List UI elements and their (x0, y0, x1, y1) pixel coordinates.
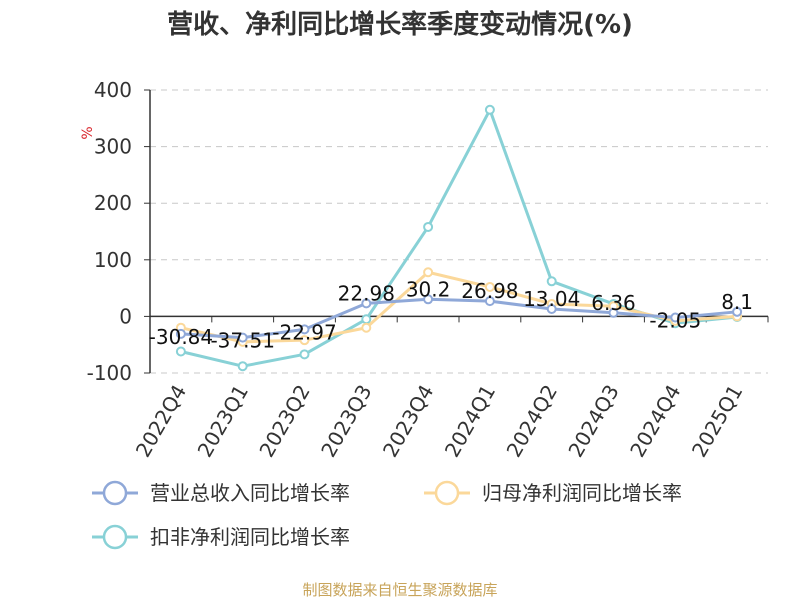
y-tick-label: 200 (94, 191, 132, 215)
series-point (175, 346, 186, 357)
series-point (608, 307, 619, 318)
legend-marker (102, 480, 128, 506)
series-line (180, 297, 738, 340)
x-tick-label: 2024Q1 (440, 381, 500, 462)
y-tick-label: 100 (94, 248, 132, 272)
x-tick-label: 2023Q3 (316, 381, 376, 462)
x-tick-label: 2024Q3 (563, 381, 623, 462)
legend-label: 扣非净利润同比增长率 (150, 525, 350, 549)
y-tick-label: -100 (87, 361, 132, 385)
series-group (175, 104, 743, 372)
source-note: 制图数据来自恒生聚源数据库 (302, 581, 497, 599)
legend-marker (434, 480, 460, 506)
data-label: 6.36 (591, 291, 636, 315)
series-point (423, 294, 434, 305)
series-point (175, 328, 186, 339)
x-tick-label: 2023Q4 (378, 380, 438, 461)
series-point (299, 335, 310, 346)
x-tick-label: 2023Q1 (193, 381, 253, 462)
y-axis-unit: % (80, 126, 96, 139)
series-point (546, 276, 557, 287)
y-tick-label: 300 (94, 135, 132, 159)
grid-lines (150, 89, 768, 374)
series-point (361, 314, 372, 325)
data-label: 30.2 (406, 277, 451, 301)
series-point (484, 281, 495, 292)
series-point (299, 324, 310, 335)
series-point (484, 296, 495, 307)
data-label: -37.51 (210, 329, 274, 353)
data-label: 22.98 (338, 281, 395, 305)
y-tick-label: 0 (119, 304, 132, 328)
data-label: 13.04 (523, 287, 580, 311)
series-point (361, 298, 372, 309)
chart-title: 营收、净利同比增长率季度变动情况(%) (167, 9, 633, 40)
series-point (237, 332, 248, 343)
data-label: -22.97 (272, 320, 336, 344)
series-point (423, 221, 434, 232)
legend-label: 营业总收入同比增长率 (150, 481, 350, 505)
series-point (484, 104, 495, 115)
data-label: -2.05 (649, 309, 701, 333)
series-point (423, 267, 434, 278)
series-point (237, 361, 248, 372)
y-tick-label: 400 (94, 78, 132, 102)
legend-marker (102, 524, 128, 550)
x-tick-label: 2022Q4 (131, 381, 191, 462)
series-point (732, 306, 743, 317)
series-point (670, 312, 681, 323)
series-line (180, 270, 738, 344)
x-tick-label: 2024Q2 (502, 381, 562, 462)
series-point (299, 349, 310, 360)
x-tick-label: 2025Q1 (687, 381, 747, 462)
data-label: -30.84 (149, 325, 213, 349)
x-tick-label: 2024Q4 (625, 381, 685, 462)
series-point (361, 322, 372, 333)
series-point (546, 304, 557, 315)
legend-label: 归母净利润同比增长率 (482, 481, 682, 505)
data-label: 8.1 (721, 290, 753, 314)
data-label: 26.98 (461, 279, 518, 303)
x-tick-label: 2023Q2 (254, 381, 314, 462)
